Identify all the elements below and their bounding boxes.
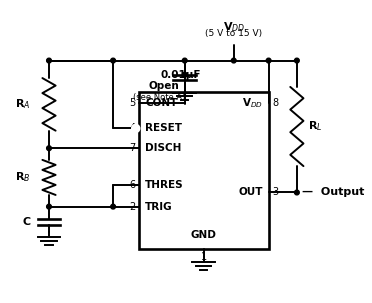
Text: 4: 4 <box>129 123 136 133</box>
Text: 8: 8 <box>272 98 279 108</box>
Text: R$_B$: R$_B$ <box>15 171 30 184</box>
Circle shape <box>295 58 299 63</box>
Text: GND: GND <box>190 230 217 240</box>
Text: V$_{DD}$: V$_{DD}$ <box>222 20 245 34</box>
Text: 6: 6 <box>129 180 136 190</box>
Circle shape <box>132 125 140 132</box>
Circle shape <box>46 58 51 63</box>
Text: DISCH: DISCH <box>145 143 182 153</box>
Circle shape <box>111 58 115 63</box>
Text: 3: 3 <box>272 188 279 198</box>
Text: —  Output: — Output <box>302 188 364 198</box>
Circle shape <box>46 146 51 151</box>
Circle shape <box>231 58 236 63</box>
Text: 0.01μF: 0.01μF <box>160 70 201 80</box>
Bar <box>140 92 269 249</box>
Circle shape <box>46 204 51 209</box>
Text: C: C <box>22 217 30 227</box>
Text: OUT: OUT <box>238 188 263 198</box>
Text: RESET: RESET <box>145 123 182 133</box>
Circle shape <box>182 58 187 63</box>
Text: R$_A$: R$_A$ <box>15 98 30 111</box>
Text: V$_{DD}$: V$_{DD}$ <box>242 96 263 110</box>
Text: Open: Open <box>149 81 180 91</box>
Text: THRES: THRES <box>145 180 184 190</box>
Circle shape <box>295 190 299 195</box>
Text: 1: 1 <box>201 252 206 262</box>
Text: 7: 7 <box>129 143 136 153</box>
Text: R$_L$: R$_L$ <box>308 120 323 133</box>
Text: (see Note A): (see Note A) <box>133 93 185 102</box>
Text: 2: 2 <box>129 201 136 211</box>
Text: (5 V to 15 V): (5 V to 15 V) <box>205 29 262 38</box>
Text: 5: 5 <box>129 98 136 108</box>
Circle shape <box>111 204 115 209</box>
Circle shape <box>266 58 271 63</box>
Text: CONT: CONT <box>145 98 177 108</box>
Text: TRIG: TRIG <box>145 201 173 211</box>
Circle shape <box>182 72 187 77</box>
